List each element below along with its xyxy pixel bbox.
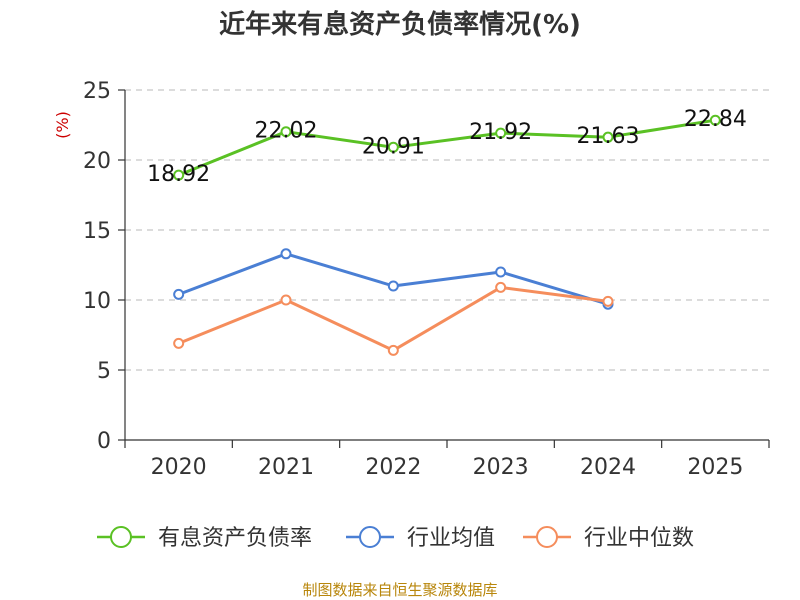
data-point	[280, 248, 292, 260]
chart-title: 近年来有息资产负债率情况(%)	[219, 9, 581, 40]
data-point	[495, 127, 507, 139]
legend-label: 有息资产负债率	[158, 526, 312, 551]
data-label: 21.92	[469, 120, 532, 145]
data-point	[173, 288, 185, 300]
data-label: 20.91	[362, 134, 425, 159]
x-tick-label: 2024	[580, 455, 636, 480]
data-point	[495, 281, 507, 293]
y-tick-label: 15	[83, 219, 111, 244]
series-1: 18.92 22.02 20.91 21.92 21.63 22.84	[147, 107, 747, 187]
y-tick-label: 5	[97, 359, 111, 384]
grid-lines	[125, 89, 769, 371]
legend-marker	[536, 526, 558, 548]
legend-item: 行业均值	[346, 526, 495, 551]
legend-marker	[110, 526, 132, 548]
y-tick-label: 10	[83, 289, 111, 314]
legend-item: 行业中位数	[523, 526, 694, 551]
y-tick-label: 20	[83, 149, 111, 174]
x-tick-label: 2021	[258, 455, 314, 480]
legend-label: 行业中位数	[584, 526, 694, 551]
data-point	[173, 337, 185, 349]
legend-marker	[359, 526, 381, 548]
source-note: 制图数据来自恒生聚源数据库	[302, 581, 497, 599]
data-point	[173, 169, 185, 181]
data-point	[387, 280, 399, 292]
x-tick-label: 2022	[365, 455, 421, 480]
data-point	[280, 126, 292, 138]
series-layer: 18.92 22.02 20.91 21.92 21.63 22.84	[147, 107, 747, 356]
data-point	[387, 344, 399, 356]
data-point	[387, 141, 399, 153]
series-line	[178, 252, 609, 306]
y-axis-unit: (%)	[53, 111, 72, 139]
x-tick-label: 2020	[151, 455, 207, 480]
data-point	[495, 266, 507, 278]
y-tick-label: 0	[97, 429, 111, 454]
data-point	[709, 114, 721, 126]
y-tick-label: 25	[83, 79, 111, 104]
legend: 有息资产负债率 行业均值 行业中位数	[97, 526, 694, 551]
data-label: 22.02	[255, 119, 318, 144]
series-line	[178, 285, 609, 352]
x-tick-label: 2025	[687, 455, 743, 480]
data-point	[602, 295, 614, 307]
legend-item: 有息资产负债率	[97, 526, 312, 551]
x-tick-label: 2023	[473, 455, 529, 480]
data-label: 21.63	[577, 124, 640, 149]
legend-label: 行业均值	[407, 526, 495, 551]
data-point	[602, 131, 614, 143]
series-line	[178, 118, 716, 177]
data-point	[280, 294, 292, 306]
data-label: 18.92	[147, 162, 210, 187]
data-label: 22.84	[684, 107, 747, 132]
series-3	[173, 281, 614, 356]
